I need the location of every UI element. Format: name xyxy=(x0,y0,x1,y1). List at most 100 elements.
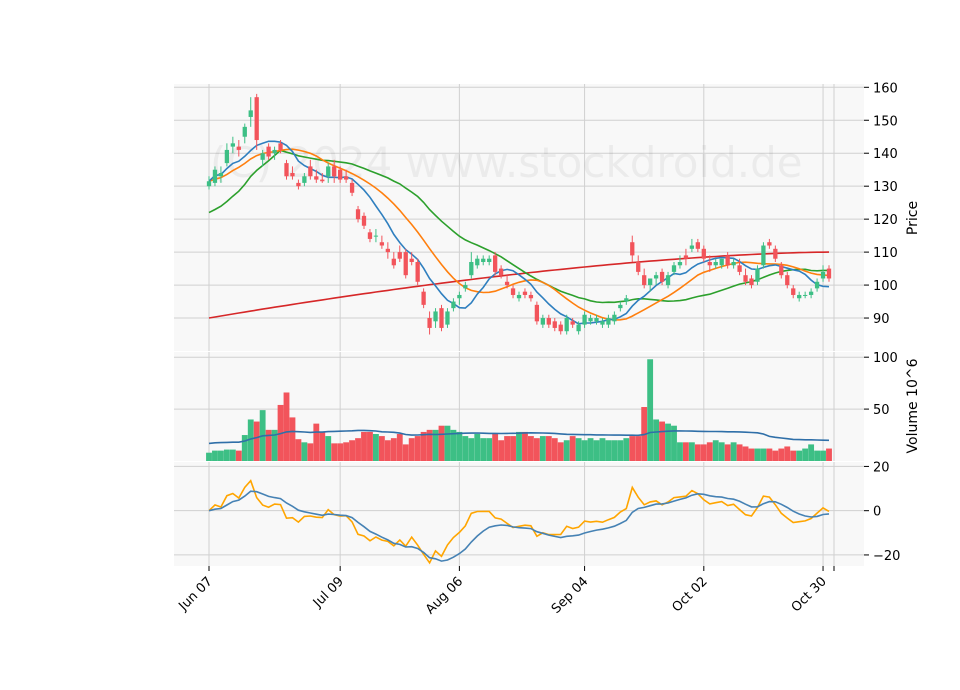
candle-body xyxy=(534,304,540,322)
candle xyxy=(379,235,385,249)
candle-body xyxy=(278,143,283,150)
candle xyxy=(791,285,796,299)
candle-body xyxy=(493,255,498,272)
candle xyxy=(719,258,724,269)
candle-body xyxy=(451,301,456,309)
volume-bar xyxy=(706,442,713,461)
volume-bar xyxy=(522,431,528,461)
candle-body xyxy=(546,318,551,325)
candle-body xyxy=(385,248,390,253)
candle-body xyxy=(820,271,826,279)
candle-body xyxy=(296,182,301,187)
candle-body xyxy=(773,248,778,259)
candle xyxy=(254,93,259,150)
candle-body xyxy=(397,252,402,259)
candle xyxy=(403,248,408,279)
volume-bar xyxy=(420,431,427,461)
price-tick-label: 100 xyxy=(873,279,898,294)
oscillator-tick-label: 20 xyxy=(873,460,890,475)
candle xyxy=(534,301,540,325)
volume-tick-label: 50 xyxy=(873,403,890,418)
candle-body xyxy=(343,176,349,180)
candle-body xyxy=(528,294,534,299)
candle xyxy=(713,258,718,269)
candle-body xyxy=(266,146,271,157)
volume-bar xyxy=(510,436,516,461)
candle-body xyxy=(379,242,385,246)
candle xyxy=(540,314,545,328)
candle-body xyxy=(403,252,408,276)
candle xyxy=(433,308,438,328)
volume-bar xyxy=(271,429,278,461)
candle-body xyxy=(677,262,683,266)
candle-body xyxy=(552,321,557,328)
candle xyxy=(266,143,271,160)
candle xyxy=(594,314,599,325)
volume-bar xyxy=(712,440,719,461)
candle xyxy=(630,235,635,262)
volume-bar xyxy=(516,431,522,461)
candle xyxy=(415,258,420,286)
candle-body xyxy=(594,318,599,322)
oscillator-tick-labels: −20 0 20 xyxy=(864,460,900,564)
volume-bar xyxy=(533,438,540,461)
volume-bar xyxy=(563,440,570,461)
volume-bar xyxy=(408,438,415,461)
candle-body xyxy=(558,324,563,332)
candle xyxy=(737,258,742,276)
candle-body xyxy=(367,232,373,239)
candle-body xyxy=(361,215,367,226)
candle xyxy=(558,321,563,335)
candle-body xyxy=(576,324,581,332)
candle-body xyxy=(731,262,736,266)
candle xyxy=(421,288,426,309)
candle-body xyxy=(260,153,265,160)
candle-body xyxy=(749,278,754,286)
oscillator-panel: −20 0 20 xyxy=(174,460,900,566)
volume-bar xyxy=(635,436,642,461)
oscillator-panel-background xyxy=(174,462,864,566)
volume-bar xyxy=(653,419,660,461)
volume-bar xyxy=(766,448,773,461)
volume-bar xyxy=(760,448,767,461)
volume-bar xyxy=(390,438,397,461)
candle-body xyxy=(570,321,575,325)
x-tick-label: Sep 04 xyxy=(549,574,592,617)
volume-bar xyxy=(426,429,433,461)
volume-bar xyxy=(730,442,737,461)
oscillator-gridlines xyxy=(174,462,864,566)
volume-bar xyxy=(659,421,665,461)
candle-body xyxy=(206,181,212,187)
candle-body xyxy=(636,262,641,272)
volume-bar xyxy=(313,423,320,461)
price-tick-label: 150 xyxy=(873,114,898,129)
candle xyxy=(248,97,253,127)
candle xyxy=(290,166,295,180)
candle-body xyxy=(606,318,611,325)
volume-bar xyxy=(694,444,701,461)
candle xyxy=(582,311,587,328)
price-panel-background xyxy=(174,84,864,351)
volume-bar xyxy=(223,449,230,461)
moving-average-slow-line xyxy=(208,149,829,304)
candle xyxy=(642,268,647,289)
volume-bar xyxy=(504,436,510,461)
candle-body xyxy=(648,278,653,286)
candle-body xyxy=(516,294,522,299)
candle-body xyxy=(469,262,474,276)
volume-bar xyxy=(456,431,463,461)
candle-body xyxy=(797,294,802,299)
volume-bar xyxy=(265,429,272,461)
candle xyxy=(731,258,736,269)
candle xyxy=(445,308,450,328)
candle xyxy=(659,268,665,286)
volume-bar xyxy=(647,359,654,461)
candle xyxy=(683,248,689,266)
candle-body xyxy=(212,169,218,183)
candle xyxy=(504,275,510,289)
candle-body xyxy=(236,146,241,150)
candle-body xyxy=(630,242,635,256)
candle-body xyxy=(427,318,432,328)
candle-body xyxy=(373,235,379,237)
